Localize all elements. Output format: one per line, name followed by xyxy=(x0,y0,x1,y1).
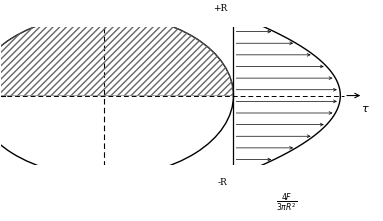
Text: +R: +R xyxy=(213,4,228,13)
Text: $\frac{4F}{3\pi R^2}$: $\frac{4F}{3\pi R^2}$ xyxy=(276,191,298,214)
Text: Zero: Zero xyxy=(0,220,1,221)
Text: -R: -R xyxy=(218,178,228,187)
Polygon shape xyxy=(0,14,234,95)
Text: Zero: Zero xyxy=(0,220,1,221)
Text: $\tau$: $\tau$ xyxy=(361,104,370,114)
